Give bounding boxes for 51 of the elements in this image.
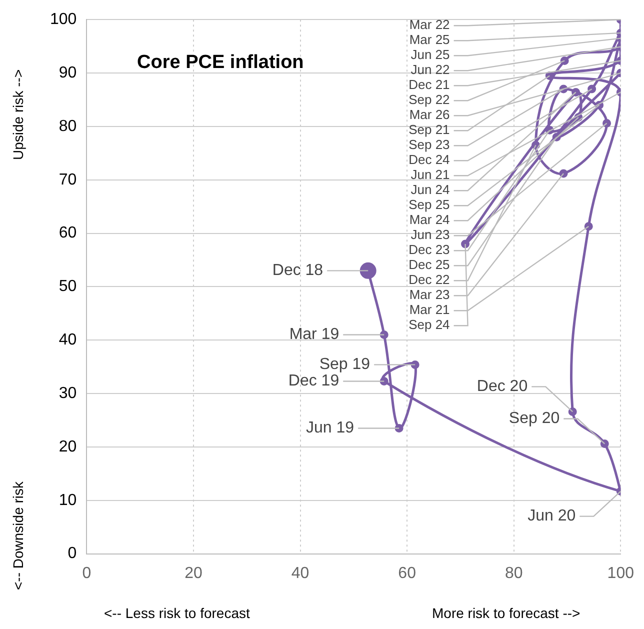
data-label: Mar 23 [409, 287, 450, 302]
y-tick-label: 80 [58, 118, 77, 135]
data-label: Sep 23 [408, 137, 450, 152]
data-label: Jun 21 [410, 167, 450, 182]
data-label: Dec 19 [288, 372, 340, 390]
y-tick-label: 10 [58, 492, 77, 509]
text: More risk to forecast --> [432, 605, 580, 621]
text: <-- Downside risk [10, 481, 26, 590]
data-label: Sep 22 [408, 92, 450, 108]
y-tick-label: 20 [58, 438, 77, 456]
text: <-- Less risk to forecast [104, 605, 250, 621]
x-tick-label: 20 [184, 564, 202, 582]
x-tick-label: 60 [398, 564, 416, 582]
data-label: Mar 19 [289, 326, 340, 344]
data-label: Sep 21 [408, 122, 450, 138]
text: Core PCE inflation [137, 52, 304, 74]
data-label: Mar 24 [409, 212, 450, 228]
y-tick-label: 30 [58, 384, 77, 402]
y-tick-label: 90 [58, 64, 77, 82]
data-label: Dec 21 [408, 77, 450, 92]
data-label: Dec 23 [408, 242, 450, 258]
data-label: Jun 23 [410, 227, 450, 242]
data-label: Dec 20 [476, 378, 528, 396]
y-tick-label: 100 [50, 11, 77, 28]
x-tick-label: 100 [607, 564, 634, 582]
data-label: Dec 18 [272, 262, 324, 280]
data-label: Sep 20 [508, 410, 560, 428]
x-tick-label: 80 [504, 564, 523, 582]
data-label: Mar 25 [409, 32, 450, 48]
y-tick-label: 40 [58, 332, 77, 349]
data-label: Sep 19 [319, 356, 370, 374]
y-tick-label: 50 [58, 278, 77, 296]
data-label: Jun 22 [410, 62, 450, 78]
x-tick-label: 0 [82, 564, 92, 582]
data-label: Jun 25 [410, 47, 450, 62]
data-label: Mar 21 [409, 302, 450, 318]
data-label: Jun 19 [306, 420, 354, 437]
x-tick-label: 40 [291, 564, 310, 582]
data-label: Sep 24 [408, 317, 450, 332]
data-label: Mar 22 [409, 17, 450, 32]
data-label: Jun 24 [410, 182, 450, 198]
data-label: Dec 24 [408, 152, 450, 168]
data-label: Mar 26 [409, 107, 450, 122]
data-label: Dec 25 [408, 257, 450, 272]
y-tick-label: 60 [58, 224, 77, 242]
data-label: Jun 20 [528, 508, 576, 525]
y-tick-label: 70 [58, 171, 77, 188]
y-tick-label: 0 [68, 545, 77, 562]
data-label: Dec 22 [408, 272, 450, 288]
text: Upside risk --> [10, 69, 26, 160]
data-label: Sep 25 [408, 197, 450, 212]
